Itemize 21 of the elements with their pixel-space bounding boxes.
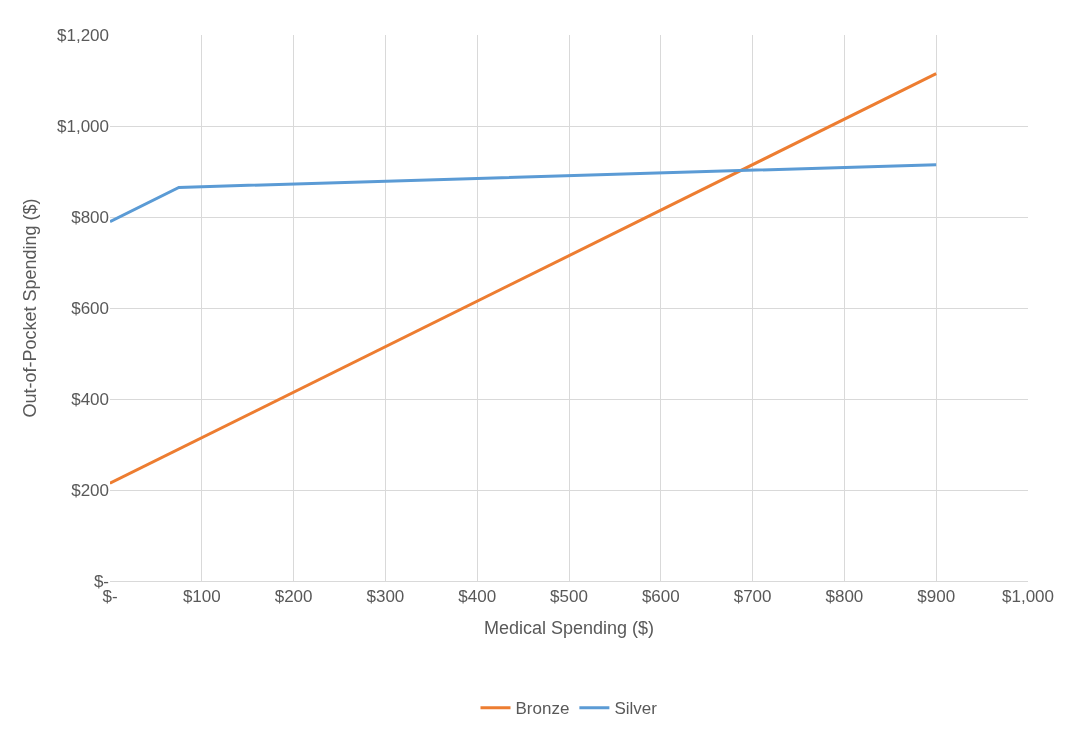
y-tick-label: $200 [71, 480, 109, 500]
x-tick-label: $500 [550, 587, 588, 607]
legend-label: Bronze [515, 699, 570, 719]
y-tick-label: $800 [71, 207, 109, 227]
x-tick-label: $1,000 [1002, 587, 1054, 607]
y-tick-label: $400 [71, 389, 109, 409]
x-tick-label: $400 [458, 587, 497, 607]
y-tick-label: $- [93, 571, 109, 591]
x-tick-label: $900 [917, 587, 956, 607]
legend-label: Silver [614, 699, 658, 719]
x-tick-label: $700 [733, 587, 772, 607]
y-tick-label: $1,000 [57, 116, 109, 136]
y-tick-label: $1,200 [57, 25, 109, 45]
y-axis-title: Out-of-Pocket Spending ($) [20, 198, 41, 418]
y-tick-label: $600 [71, 298, 109, 318]
x-tick-label: $800 [825, 587, 864, 607]
x-tick-label: $200 [274, 587, 313, 607]
x-tick-label: $100 [182, 587, 221, 607]
x-tick-label: $300 [366, 587, 405, 607]
x-axis-title: Medical Spending ($) [483, 617, 655, 638]
x-tick-label: $600 [641, 587, 680, 607]
